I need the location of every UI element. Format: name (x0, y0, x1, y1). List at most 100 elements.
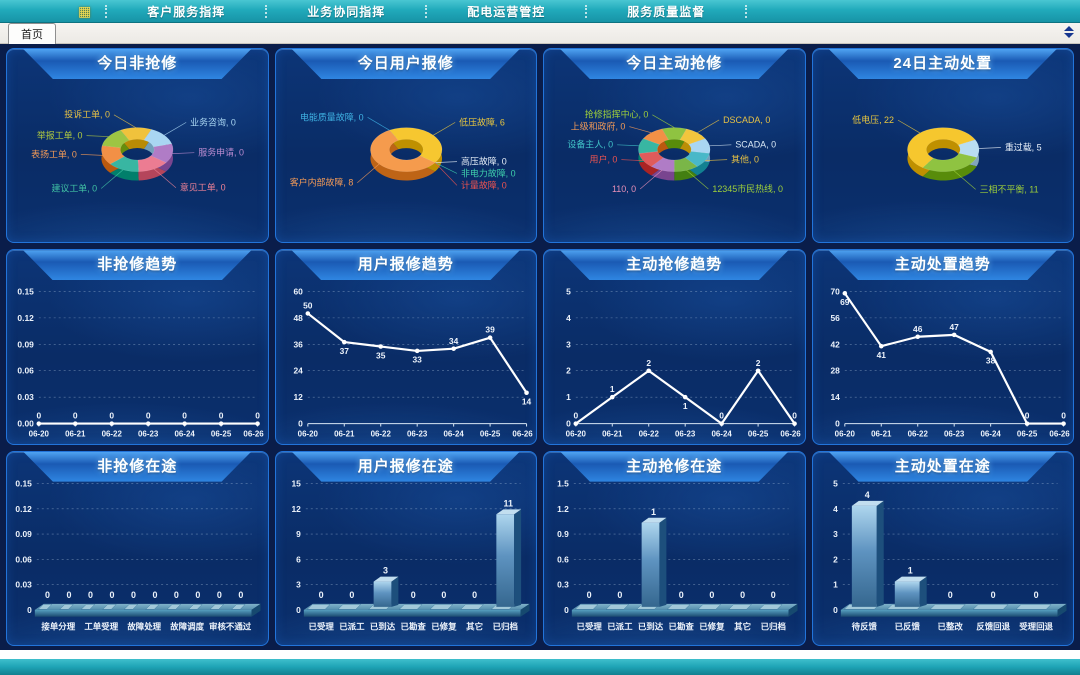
svg-text:高压故障, 0: 高压故障, 0 (460, 156, 506, 167)
panel-title: 24日主动处置 (828, 49, 1057, 79)
svg-text:1: 1 (566, 392, 571, 402)
svg-text:0.03: 0.03 (15, 579, 32, 589)
svg-text:0: 0 (146, 411, 151, 421)
svg-text:DSCADA, 0: DSCADA, 0 (723, 115, 770, 125)
donut-chart-24day-active-disposal: 低电压, 22 重过载, 5 三相不平衡, 11 (852, 114, 1041, 194)
svg-text:0: 0 (174, 590, 179, 600)
svg-text:用户, 0: 用户, 0 (590, 154, 618, 165)
svg-text:2: 2 (833, 554, 838, 564)
svg-text:反馈回退: 反馈回退 (976, 621, 1010, 631)
app-grid-icon[interactable]: ▦ (78, 3, 92, 19)
menu-item-customer-service[interactable]: 客户服务指挥 (147, 4, 226, 19)
svg-text:06-23: 06-23 (675, 430, 696, 439)
svg-text:0.03: 0.03 (17, 392, 34, 402)
tab-scroll-control[interactable] (1064, 26, 1074, 38)
svg-text:06-22: 06-22 (907, 430, 928, 439)
svg-text:06-24: 06-24 (980, 430, 1001, 439)
scroll-down-icon[interactable] (1064, 33, 1074, 38)
menu-item-business-coordination[interactable]: 业务协同指挥 (307, 4, 386, 19)
svg-text:已派工: 已派工 (339, 621, 365, 631)
svg-text:1: 1 (833, 579, 838, 589)
svg-text:已归档: 已归档 (492, 621, 517, 631)
svg-text:4: 4 (864, 490, 869, 500)
svg-text:受理回退: 受理回退 (1019, 621, 1053, 631)
svg-text:其它: 其它 (466, 621, 483, 631)
donut-chart-today-non-emergency: 投诉工单, 0 业务咨询, 0 服务申请, 0 意见工单, 0 建议工单, 0 表扬工单,… (31, 109, 244, 194)
svg-text:36: 36 (293, 340, 303, 350)
panel-title-text: 今日主动抢修 (626, 55, 723, 72)
svg-text:0: 0 (410, 590, 415, 600)
svg-text:0.15: 0.15 (17, 287, 34, 297)
svg-text:37: 37 (339, 346, 349, 356)
svg-text:28: 28 (830, 366, 840, 376)
svg-text:06-26: 06-26 (780, 430, 801, 439)
panel-title: 用户报修趋势 (291, 250, 520, 281)
svg-text:06-21: 06-21 (65, 430, 86, 439)
svg-text:0: 0 (88, 590, 93, 600)
panel-non-emergency-inprogress: 非抢修在途 0 0.03 0.06 0.09 0.12 0.15 0 0 0 0 0 0 0 0 0 0 接单分… (6, 450, 269, 646)
svg-text:已勘查: 已勘查 (669, 621, 695, 631)
svg-text:0.9: 0.9 (557, 529, 569, 539)
svg-text:0: 0 (833, 604, 838, 614)
panel-title: 今日非抢修 (23, 49, 252, 79)
svg-text:0: 0 (67, 590, 72, 600)
scroll-up-icon[interactable] (1064, 26, 1074, 31)
panel-active-repair-inprogress: 主动抢修在途 0 0.3 0.6 0.9 1.2 1.5 0 0 1 0 0 0 0 已受理 已派工 已到达已… (543, 450, 806, 646)
svg-text:0: 0 (195, 590, 200, 600)
menu-item-service-quality[interactable]: 服务质量监督 (627, 4, 706, 19)
svg-text:举报工单, 0: 举报工单, 0 (37, 130, 83, 141)
svg-text:1.2: 1.2 (557, 503, 569, 513)
panel-title-text: 主动抢修趋势 (626, 256, 723, 274)
svg-text:5: 5 (833, 478, 838, 488)
svg-text:06-23: 06-23 (138, 430, 159, 439)
svg-text:06-25: 06-25 (211, 430, 232, 439)
panel-user-repair-trend: 用户报修趋势 0 12 24 36 48 60 06-20 06-21 06-22 06-23 06… (274, 249, 537, 445)
svg-text:06-20: 06-20 (566, 430, 587, 439)
panel-title: 主动抢修在途 (560, 451, 789, 482)
svg-text:0: 0 (182, 411, 187, 421)
svg-text:表扬工单, 0: 表扬工单, 0 (31, 148, 77, 159)
svg-text:1: 1 (907, 565, 912, 575)
panel-non-emergency-trend: 非抢修趋势 0.00 0.03 0.06 0.09 0.12 0.15 06-20 06-21… (6, 249, 269, 445)
panel-active-disposal-inprogress: 主动处置在途 0 1 2 3 4 5 4 1 0 0 0 待反馈 已反馈 已整改 反馈回退 受理回退 (811, 450, 1074, 646)
bar-chart-user-repair-inprogress: 0 3 6 9 12 15 0 0 3 0 0 0 11 已受理 已派工 已到达 已勘查 已修复 其它 已归档 (291, 478, 530, 631)
svg-text:2: 2 (756, 358, 761, 368)
svg-text:非电力故障, 0: 非电力故障, 0 (460, 167, 515, 178)
svg-text:60: 60 (293, 287, 303, 297)
panel-title-text: 用户报修在途 (357, 457, 454, 475)
menu-item-distribution-operation[interactable]: 配电运营管控 (467, 4, 546, 19)
svg-text:0.06: 0.06 (15, 554, 32, 564)
panel-title-text: 今日非抢修 (97, 55, 178, 72)
svg-text:0: 0 (131, 590, 136, 600)
svg-text:0: 0 (617, 590, 622, 600)
svg-text:14: 14 (521, 397, 531, 407)
svg-text:41: 41 (876, 350, 886, 360)
svg-text:0.09: 0.09 (15, 529, 32, 539)
svg-text:故障调度: 故障调度 (170, 621, 204, 631)
svg-text:06-26: 06-26 (1049, 430, 1070, 439)
svg-text:0.6: 0.6 (557, 554, 569, 564)
svg-text:4: 4 (833, 503, 838, 513)
svg-text:工单受理: 工单受理 (84, 621, 118, 631)
svg-text:42: 42 (830, 340, 840, 350)
svg-text:06-23: 06-23 (944, 430, 965, 439)
tab-home[interactable]: 首页 (8, 23, 56, 44)
bar-chart-non-emergency-inprogress: 00.030.060.090.120.150 0 0 0 0 0 0 0 0 0接单分理 工单受理故… (15, 478, 261, 631)
svg-text:06-23: 06-23 (407, 430, 428, 439)
svg-text:0: 0 (255, 411, 260, 421)
svg-text:0: 0 (771, 590, 776, 600)
svg-text:0.12: 0.12 (17, 313, 34, 323)
svg-text:低压故障, 6: 低压故障, 6 (459, 116, 505, 127)
svg-text:已修复: 已修复 (699, 621, 725, 631)
panel-title: 主动抢修趋势 (560, 250, 789, 281)
svg-text:06-25: 06-25 (1016, 430, 1037, 439)
svg-text:0: 0 (947, 590, 952, 600)
svg-text:0: 0 (472, 590, 477, 600)
svg-text:14: 14 (830, 392, 840, 402)
svg-text:06-22: 06-22 (639, 430, 660, 439)
svg-text:客户内部故障, 8: 客户内部故障, 8 (289, 177, 353, 188)
svg-text:1.5: 1.5 (557, 478, 569, 488)
svg-text:投诉工单, 0: 投诉工单, 0 (64, 109, 110, 120)
svg-text:0: 0 (298, 419, 303, 429)
